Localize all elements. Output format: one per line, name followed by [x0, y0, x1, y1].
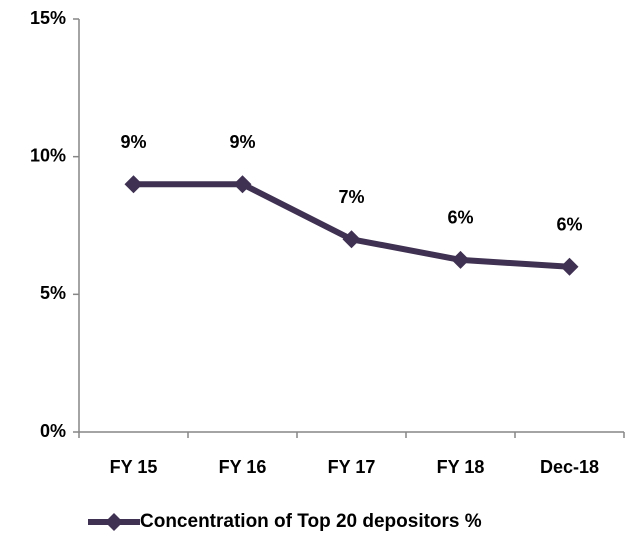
data-label: 7%: [338, 187, 364, 207]
x-tick-label: Dec-18: [540, 457, 599, 477]
y-tick-label: 15%: [30, 8, 66, 28]
data-label: 6%: [447, 208, 473, 228]
data-point: [560, 257, 579, 276]
data-point: [124, 175, 143, 194]
data-point: [233, 175, 252, 194]
data-label: 9%: [229, 132, 255, 152]
x-tick-label: FY 17: [328, 457, 376, 477]
y-tick-label: 5%: [40, 283, 66, 303]
y-tick-label: 10%: [30, 145, 66, 165]
data-point: [451, 250, 470, 269]
x-tick-label: FY 16: [219, 457, 267, 477]
data-point: [342, 230, 361, 249]
data-label: 9%: [120, 132, 146, 152]
x-tick-label: FY 15: [110, 457, 158, 477]
y-tick-label: 0%: [40, 421, 66, 441]
x-tick-label: FY 18: [437, 457, 485, 477]
legend-label: Concentration of Top 20 depositors %: [140, 511, 482, 532]
data-label: 6%: [556, 215, 582, 235]
legend-marker: [105, 513, 123, 531]
